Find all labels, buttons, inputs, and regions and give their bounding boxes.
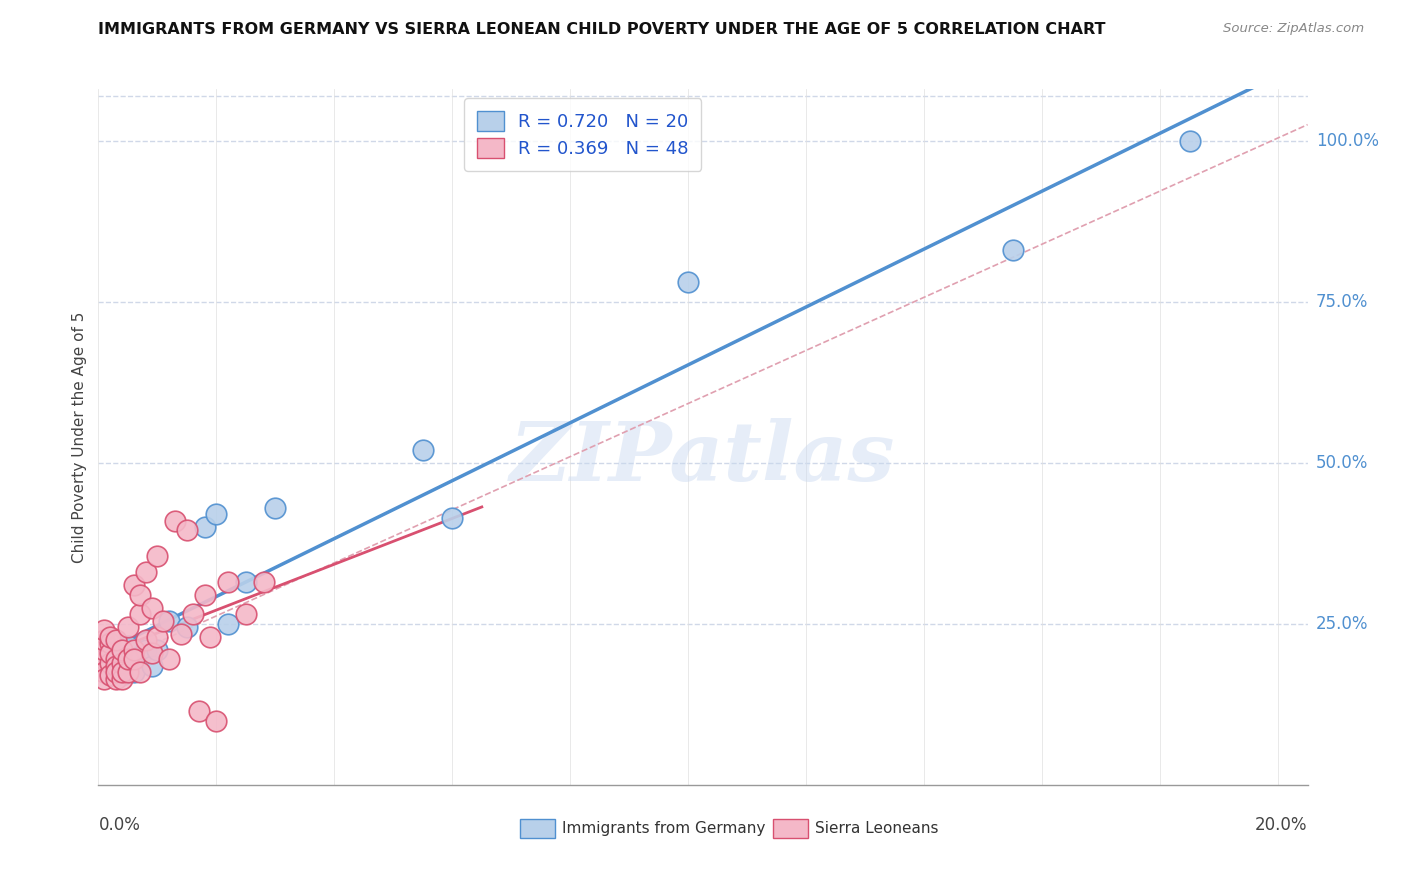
Point xyxy=(93,624,115,638)
Text: 20.0%: 20.0% xyxy=(1256,815,1308,833)
Point xyxy=(122,665,145,680)
Point xyxy=(146,630,169,644)
Point xyxy=(105,652,128,666)
Point xyxy=(135,633,157,648)
Point xyxy=(176,524,198,538)
Point xyxy=(111,665,134,680)
Point xyxy=(128,607,150,622)
Point xyxy=(122,578,145,592)
Text: 50.0%: 50.0% xyxy=(1316,454,1368,472)
Text: 25.0%: 25.0% xyxy=(1316,615,1368,633)
Point xyxy=(200,630,222,644)
Text: ZIPatlas: ZIPatlas xyxy=(510,418,896,498)
Point xyxy=(217,574,239,589)
Point xyxy=(217,616,239,631)
Point xyxy=(157,652,180,666)
Point xyxy=(111,656,134,670)
Point xyxy=(111,642,134,657)
Point xyxy=(170,626,193,640)
Point xyxy=(1178,134,1201,148)
Point xyxy=(93,633,115,648)
Text: Sierra Leoneans: Sierra Leoneans xyxy=(815,822,939,836)
Point xyxy=(98,656,121,670)
Point xyxy=(176,620,198,634)
Point xyxy=(105,633,128,648)
Point xyxy=(111,668,134,682)
Point xyxy=(105,665,128,680)
Point xyxy=(122,642,145,657)
Text: IMMIGRANTS FROM GERMANY VS SIERRA LEONEAN CHILD POVERTY UNDER THE AGE OF 5 CORRE: IMMIGRANTS FROM GERMANY VS SIERRA LEONEA… xyxy=(98,22,1107,37)
Text: 75.0%: 75.0% xyxy=(1316,293,1368,310)
Point xyxy=(98,668,121,682)
Point xyxy=(141,600,163,615)
Point xyxy=(165,514,187,528)
Point xyxy=(235,574,257,589)
Point xyxy=(205,508,228,522)
Point xyxy=(412,442,434,457)
Point xyxy=(252,574,274,589)
Point xyxy=(98,636,121,650)
Point xyxy=(93,672,115,686)
Point xyxy=(135,566,157,580)
Point xyxy=(105,652,128,666)
Point xyxy=(128,649,150,664)
Point xyxy=(141,658,163,673)
Point xyxy=(128,665,150,680)
Point xyxy=(1001,244,1024,258)
Point xyxy=(205,714,228,728)
Legend: R = 0.720   N = 20, R = 0.369   N = 48: R = 0.720 N = 20, R = 0.369 N = 48 xyxy=(464,98,702,170)
Text: 100.0%: 100.0% xyxy=(1316,132,1379,150)
Point xyxy=(117,665,139,680)
Point xyxy=(141,646,163,660)
Point xyxy=(146,642,169,657)
Point xyxy=(152,614,174,628)
Point xyxy=(146,549,169,564)
Point xyxy=(181,607,204,622)
Point xyxy=(93,642,115,657)
Point xyxy=(111,672,134,686)
Text: Immigrants from Germany: Immigrants from Germany xyxy=(562,822,766,836)
Point xyxy=(98,646,121,660)
Point xyxy=(157,614,180,628)
Point xyxy=(98,630,121,644)
Text: Source: ZipAtlas.com: Source: ZipAtlas.com xyxy=(1223,22,1364,36)
Point xyxy=(93,652,115,666)
Point xyxy=(117,640,139,654)
Point xyxy=(122,652,145,666)
Point xyxy=(187,704,209,718)
Point xyxy=(93,665,115,680)
Point xyxy=(135,642,157,657)
Point xyxy=(194,588,217,602)
Point xyxy=(105,658,128,673)
Point xyxy=(128,588,150,602)
Point xyxy=(194,520,217,534)
Point xyxy=(678,276,700,290)
Point xyxy=(264,500,287,515)
Point xyxy=(117,620,139,634)
Y-axis label: Child Poverty Under the Age of 5: Child Poverty Under the Age of 5 xyxy=(72,311,87,563)
Text: 0.0%: 0.0% xyxy=(98,815,141,833)
Point xyxy=(105,672,128,686)
Point xyxy=(235,607,257,622)
Point xyxy=(441,510,464,524)
Point xyxy=(117,652,139,666)
